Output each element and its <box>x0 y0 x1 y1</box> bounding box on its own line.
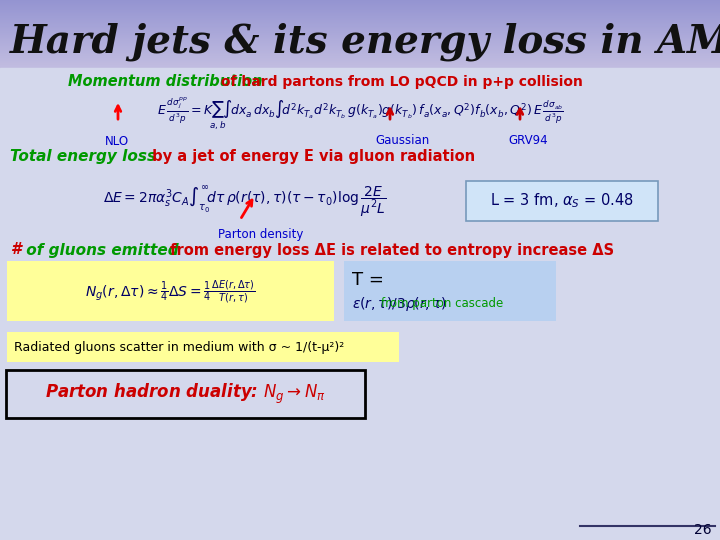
Text: by a jet of energy E via gluon radiation: by a jet of energy E via gluon radiation <box>147 150 475 165</box>
Text: 26: 26 <box>694 523 712 537</box>
Text: Parton density: Parton density <box>218 228 303 241</box>
Text: Total energy loss: Total energy loss <box>10 150 156 165</box>
Text: $\Delta E = 2\pi\alpha_s^3 C_A\int_{\tau_0}^{\infty}\!d\tau\,\rho(r(\tau),\tau)(: $\Delta E = 2\pi\alpha_s^3 C_A\int_{\tau… <box>103 185 387 219</box>
FancyBboxPatch shape <box>466 181 658 221</box>
Text: from energy loss ΔE is related to entropy increase ΔS: from energy loss ΔE is related to entrop… <box>165 242 614 258</box>
Text: Momentum distribution: Momentum distribution <box>68 75 263 90</box>
Text: of hard partons from LO pQCD in p+p collision: of hard partons from LO pQCD in p+p coll… <box>216 75 583 89</box>
Text: Hard jets & its energy loss in AMPT: Hard jets & its energy loss in AMPT <box>10 23 720 61</box>
Text: $\epsilon(r,\tau)/3\rho(r,\tau)$: $\epsilon(r,\tau)/3\rho(r,\tau)$ <box>352 295 446 313</box>
Text: from parton cascade: from parton cascade <box>381 298 503 310</box>
Text: L = 3 fm, $\alpha_S$ = 0.48: L = 3 fm, $\alpha_S$ = 0.48 <box>490 192 634 211</box>
FancyBboxPatch shape <box>344 261 556 321</box>
FancyBboxPatch shape <box>7 332 399 362</box>
Text: $E\,\frac{d\sigma_j^{pp}}{d^3p} = K\!\sum_{a,b}\!\int\!dx_a\,dx_b\int\!d^2k_{T_a: $E\,\frac{d\sigma_j^{pp}}{d^3p} = K\!\su… <box>156 96 564 132</box>
Text: Gaussian: Gaussian <box>375 134 429 147</box>
FancyBboxPatch shape <box>6 370 365 418</box>
Text: T =: T = <box>352 271 384 289</box>
Text: NLO: NLO <box>105 135 129 148</box>
Text: GRV94: GRV94 <box>508 134 548 147</box>
Text: #: # <box>10 242 21 258</box>
FancyBboxPatch shape <box>7 261 334 321</box>
Text: Parton hadron duality: $N_g \rightarrow N_\pi$: Parton hadron duality: $N_g \rightarrow … <box>45 382 325 406</box>
Bar <box>0 68 720 540</box>
Text: $N_g(r,\Delta\tau) \approx \frac{1}{4}\Delta S = \frac{1}{4}\frac{\Delta E(r,\De: $N_g(r,\Delta\tau) \approx \frac{1}{4}\D… <box>85 278 255 306</box>
Text: of gluons emitted: of gluons emitted <box>21 242 179 258</box>
Text: Radiated gluons scatter in medium with σ ~ 1/(t-μ²)²: Radiated gluons scatter in medium with σ… <box>14 341 344 354</box>
